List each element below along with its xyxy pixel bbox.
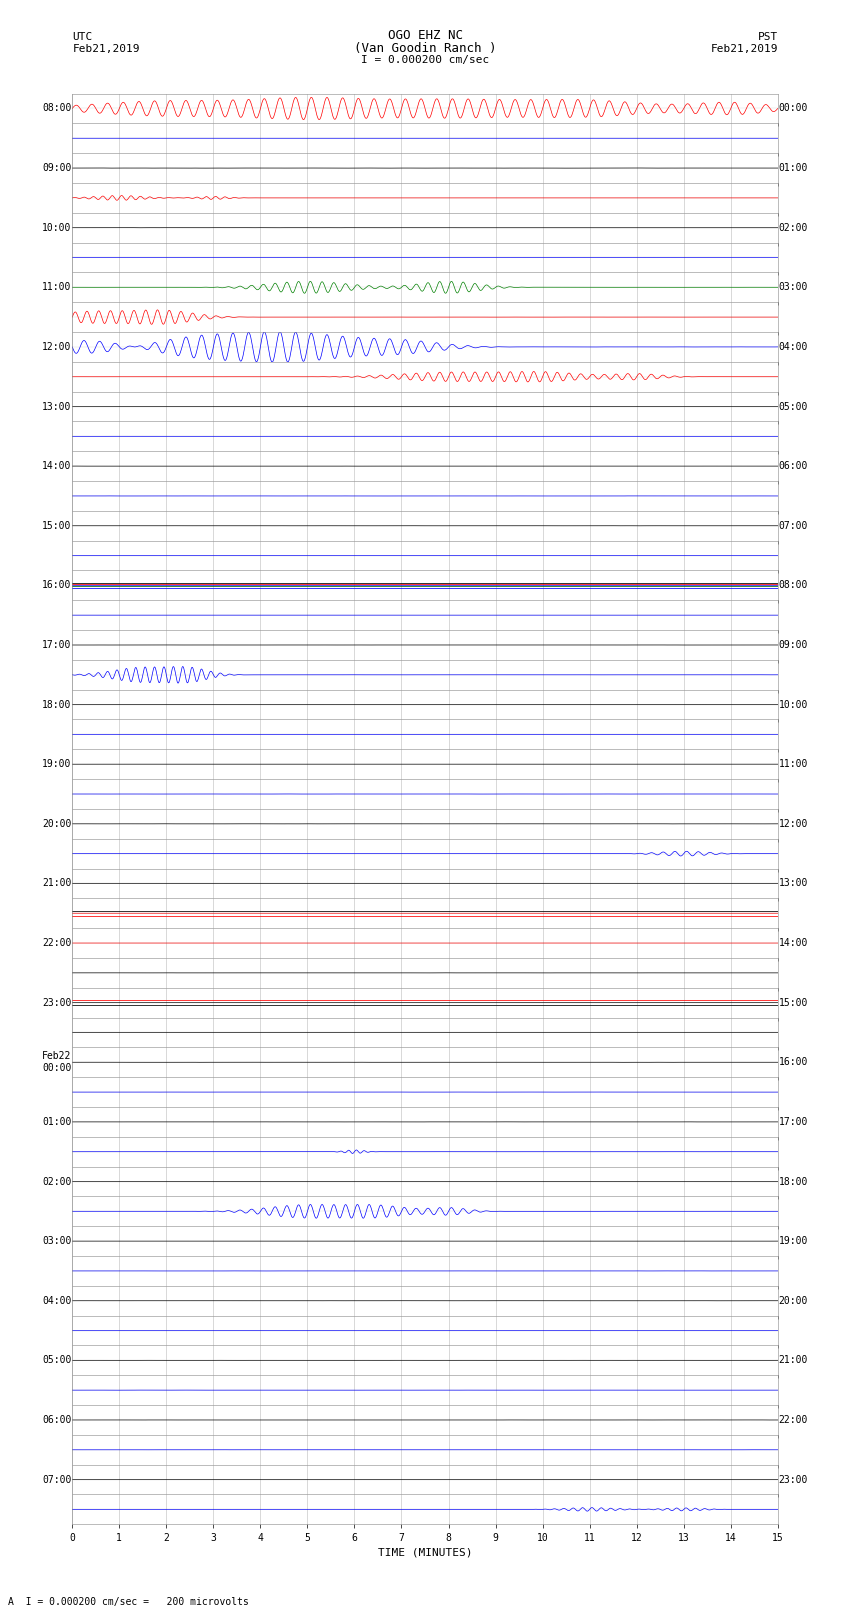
Text: 21:00: 21:00	[42, 879, 71, 889]
Text: A  I = 0.000200 cm/sec =   200 microvolts: A I = 0.000200 cm/sec = 200 microvolts	[8, 1597, 249, 1607]
Text: 16:00: 16:00	[779, 1057, 808, 1068]
Text: 19:00: 19:00	[779, 1236, 808, 1247]
Text: 22:00: 22:00	[42, 939, 71, 948]
Text: 06:00: 06:00	[42, 1415, 71, 1424]
Text: 15:00: 15:00	[779, 998, 808, 1008]
Text: 01:00: 01:00	[779, 163, 808, 173]
Text: 14:00: 14:00	[42, 461, 71, 471]
Text: OGO EHZ NC: OGO EHZ NC	[388, 29, 462, 42]
Text: 04:00: 04:00	[42, 1295, 71, 1307]
Text: 12:00: 12:00	[779, 819, 808, 829]
Text: 01:00: 01:00	[42, 1116, 71, 1127]
Text: 10:00: 10:00	[779, 700, 808, 710]
Text: PST: PST	[757, 32, 778, 42]
X-axis label: TIME (MINUTES): TIME (MINUTES)	[377, 1547, 473, 1558]
Text: 11:00: 11:00	[779, 760, 808, 769]
Text: 21:00: 21:00	[779, 1355, 808, 1365]
Text: 05:00: 05:00	[42, 1355, 71, 1365]
Text: 04:00: 04:00	[779, 342, 808, 352]
Text: 02:00: 02:00	[779, 223, 808, 232]
Text: I = 0.000200 cm/sec: I = 0.000200 cm/sec	[361, 55, 489, 65]
Text: UTC: UTC	[72, 32, 93, 42]
Text: 07:00: 07:00	[779, 521, 808, 531]
Text: Feb22
00:00: Feb22 00:00	[42, 1052, 71, 1073]
Text: 09:00: 09:00	[779, 640, 808, 650]
Text: 10:00: 10:00	[42, 223, 71, 232]
Text: 14:00: 14:00	[779, 939, 808, 948]
Text: 18:00: 18:00	[779, 1176, 808, 1187]
Text: 07:00: 07:00	[42, 1474, 71, 1484]
Text: 02:00: 02:00	[42, 1176, 71, 1187]
Text: 12:00: 12:00	[42, 342, 71, 352]
Text: 23:00: 23:00	[42, 998, 71, 1008]
Text: Feb21,2019: Feb21,2019	[711, 44, 778, 53]
Text: 17:00: 17:00	[42, 640, 71, 650]
Text: 06:00: 06:00	[779, 461, 808, 471]
Text: 20:00: 20:00	[779, 1295, 808, 1307]
Text: 17:00: 17:00	[779, 1116, 808, 1127]
Text: 16:00: 16:00	[42, 581, 71, 590]
Text: 03:00: 03:00	[779, 282, 808, 292]
Text: 08:00: 08:00	[779, 581, 808, 590]
Text: 23:00: 23:00	[779, 1474, 808, 1484]
Text: 11:00: 11:00	[42, 282, 71, 292]
Text: 08:00: 08:00	[42, 103, 71, 113]
Text: 03:00: 03:00	[42, 1236, 71, 1247]
Text: 13:00: 13:00	[42, 402, 71, 411]
Text: 09:00: 09:00	[42, 163, 71, 173]
Text: 15:00: 15:00	[42, 521, 71, 531]
Text: 13:00: 13:00	[779, 879, 808, 889]
Text: 20:00: 20:00	[42, 819, 71, 829]
Text: 00:00: 00:00	[779, 103, 808, 113]
Text: Feb21,2019: Feb21,2019	[72, 44, 139, 53]
Text: (Van Goodin Ranch ): (Van Goodin Ranch )	[354, 42, 496, 55]
Text: 19:00: 19:00	[42, 760, 71, 769]
Text: 05:00: 05:00	[779, 402, 808, 411]
Text: 18:00: 18:00	[42, 700, 71, 710]
Text: 22:00: 22:00	[779, 1415, 808, 1424]
